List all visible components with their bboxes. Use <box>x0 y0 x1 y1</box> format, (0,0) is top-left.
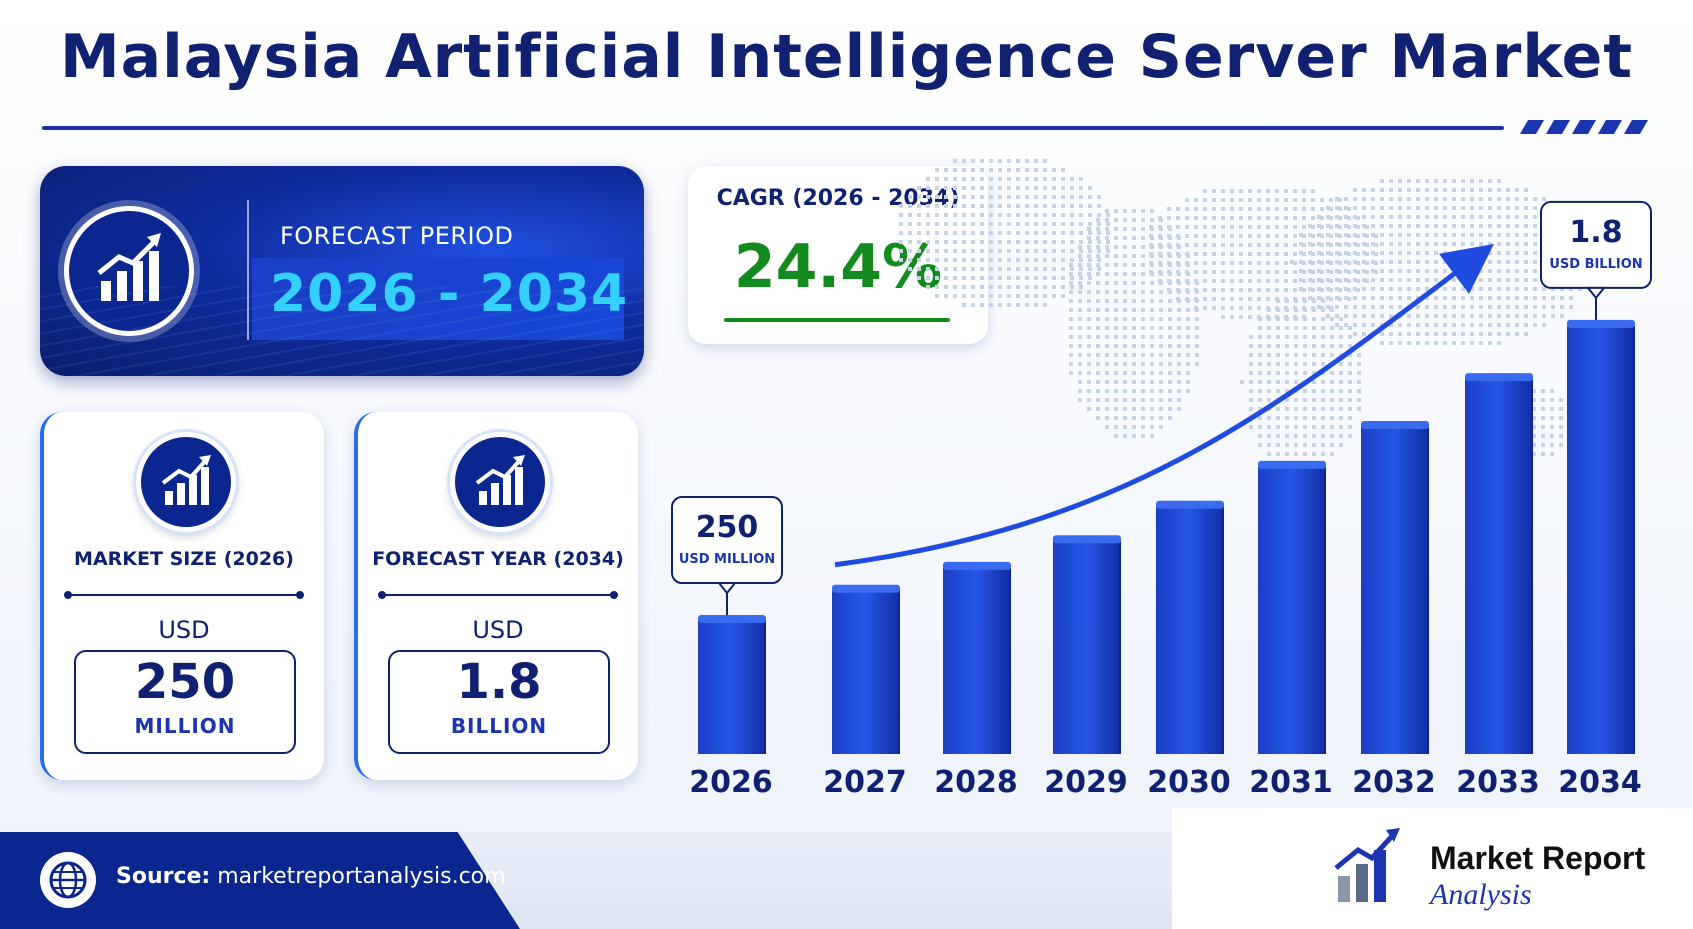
title-underline <box>42 126 1504 130</box>
x-tick-2033: 2033 <box>1456 765 1540 800</box>
forecast-period-banner: FORECAST PERIOD 2026 - 2034 <box>40 166 644 376</box>
source-text: Source: marketreportanalysis.com <box>116 864 506 889</box>
logo-name: Market Report <box>1430 840 1646 876</box>
card-divider <box>64 591 304 599</box>
callout-pointer <box>716 582 738 595</box>
growth-chart-icon <box>450 432 550 532</box>
callout-2026: 250 USD MILLION <box>671 496 783 616</box>
forecast-year-value: 1.8 <box>456 654 542 710</box>
bar-cap-2028 <box>943 561 1011 570</box>
forecast-year-card: FORECAST YEAR (2034) USD 1.8 BILLION <box>354 412 638 780</box>
bar-2027 <box>832 590 898 754</box>
x-tick-2029: 2029 <box>1044 765 1128 800</box>
x-tick-2034: 2034 <box>1558 765 1642 800</box>
market-size-value-box: 250 MILLION <box>74 650 296 754</box>
bar-2031 <box>1258 466 1324 754</box>
forecast-year-label: FORECAST YEAR (2034) <box>372 548 624 570</box>
bar-cap-2034 <box>1567 319 1635 328</box>
forecast-year-unit: USD <box>472 616 524 644</box>
x-tick-2028: 2028 <box>934 765 1018 800</box>
bar-2034 <box>1567 325 1633 754</box>
banner-divider <box>247 200 249 340</box>
callout-unit: USD BILLION <box>1549 257 1642 272</box>
market-size-card: MARKET SIZE (2026) USD 250 MILLION <box>40 412 324 780</box>
logo-area <box>1172 808 1693 929</box>
bar-cap-2031 <box>1258 460 1326 469</box>
x-tick-2032: 2032 <box>1352 765 1436 800</box>
callout-value: 250 <box>696 510 759 545</box>
globe-icon <box>40 852 96 908</box>
callout-pointer <box>1585 286 1607 300</box>
bar-cap-2029 <box>1053 535 1121 544</box>
page-title: Malaysia Artificial Intelligence Server … <box>59 22 1634 92</box>
source-url[interactable]: marketreportanalysis.com <box>217 864 506 889</box>
bar-cap-2030 <box>1156 500 1224 509</box>
forecast-year-scale: BILLION <box>450 714 548 738</box>
bar-chart: 2026 2027 2028 2029 2030 2031 2032 2033 2034 250… <box>671 159 1652 800</box>
x-tick-2027: 2027 <box>823 765 907 800</box>
cagr-value: 24.4% <box>733 232 943 302</box>
growth-chart-icon <box>136 432 236 532</box>
x-tick-2030: 2030 <box>1147 765 1231 800</box>
source-label: Source: <box>116 864 211 889</box>
forecast-year-value-box: 1.8 BILLION <box>388 650 610 754</box>
logo-bars-icon <box>1334 828 1400 902</box>
callout-2034: 1.8 USD BILLION <box>1540 200 1652 320</box>
bar-2032 <box>1361 426 1427 754</box>
bar-2033 <box>1465 379 1531 754</box>
bar-cap-2027 <box>832 584 900 593</box>
bar-cap-2033 <box>1465 373 1533 382</box>
bar-2030 <box>1156 506 1222 754</box>
forecast-period-label: FORECAST PERIOD <box>280 222 514 250</box>
bar-2026 <box>698 621 764 754</box>
bar-cap-2026 <box>698 615 766 624</box>
world-map-dots <box>899 159 1591 465</box>
card-divider <box>378 591 618 599</box>
cagr-underline <box>724 318 950 322</box>
x-tick-2031: 2031 <box>1249 765 1333 800</box>
logo-subtitle: Analysis <box>1430 878 1532 911</box>
x-tick-2026: 2026 <box>689 765 773 800</box>
callout-unit: USD MILLION <box>679 552 775 567</box>
bar-2029 <box>1053 541 1119 754</box>
trend-arrow <box>834 243 1494 568</box>
bar-2028 <box>943 567 1009 754</box>
market-size-unit: USD <box>158 616 210 644</box>
market-size-value: 250 <box>134 654 236 710</box>
market-size-label: MARKET SIZE (2026) <box>74 548 294 570</box>
market-size-scale: MILLION <box>134 714 236 738</box>
callout-value: 1.8 <box>1569 215 1622 250</box>
bar-cap-2032 <box>1361 420 1429 429</box>
